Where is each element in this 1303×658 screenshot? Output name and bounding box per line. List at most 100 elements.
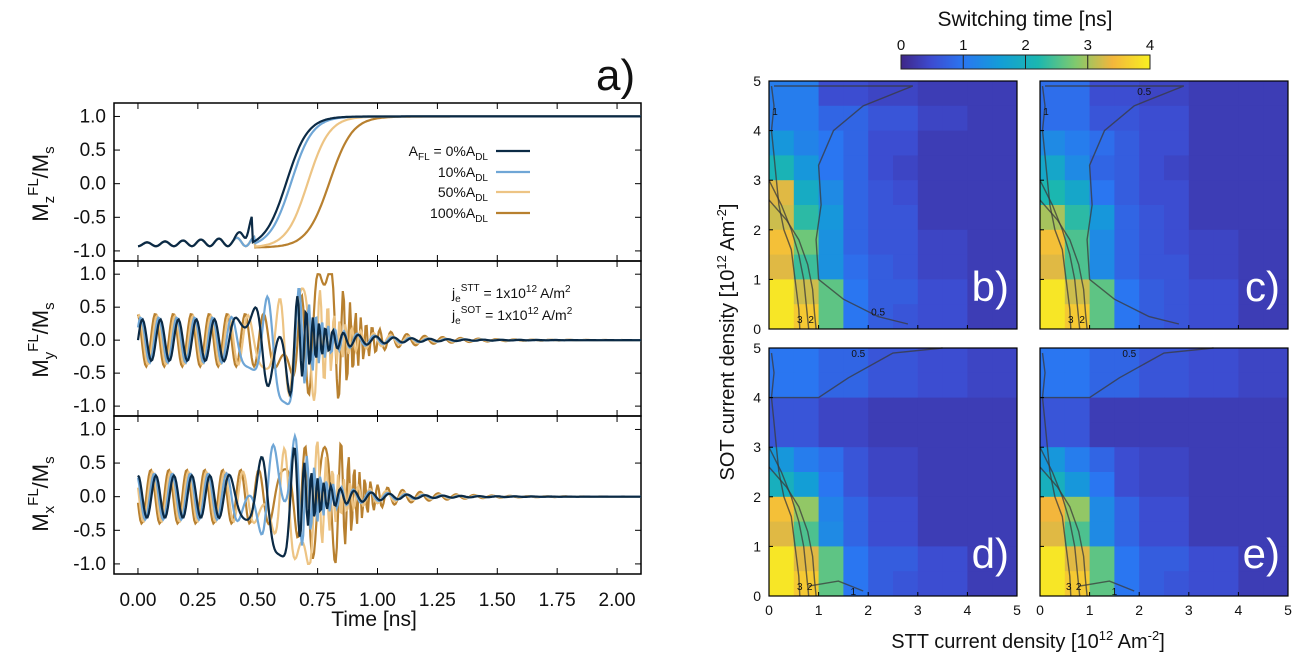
heatmap-cell (1263, 496, 1289, 523)
contour-line (768, 179, 810, 330)
contour-line (1039, 179, 1081, 330)
heatmap-cell (1139, 180, 1165, 206)
heatmap-cell (1213, 496, 1239, 523)
heatmap-cell (893, 254, 919, 280)
heatmap-cell (843, 496, 869, 523)
heatmap-cell (1238, 205, 1264, 231)
plot-frame (113, 102, 642, 262)
heatmap-ylabel: SOT current density [1012 Am-2] (714, 204, 739, 481)
heatmap-cell (793, 130, 820, 156)
heatmap-cell (1164, 304, 1190, 330)
heatmap-cell (893, 472, 919, 498)
heatmap-cell (1238, 472, 1264, 498)
heatmap-cell (1164, 372, 1190, 399)
heatmap-cell (1263, 229, 1289, 256)
heatmap-cell (1089, 304, 1115, 330)
heatmap-cell (1064, 254, 1091, 280)
heatmap-cell (917, 105, 944, 132)
heatmap-cell (992, 472, 1018, 498)
heatmap-cell (1213, 472, 1239, 498)
heatmap-cell (942, 397, 968, 423)
heatmap-cell (967, 372, 993, 399)
heatmap-cell (1114, 279, 1140, 305)
heatmap-cell (1114, 397, 1140, 423)
heatmap-cell (769, 279, 795, 305)
heatmap-cell (868, 496, 894, 523)
heatmap-cell (1188, 348, 1215, 374)
heatmap-cell (992, 571, 1018, 597)
heatmap-cell (992, 496, 1018, 523)
ytick-label: -1.0 (73, 554, 106, 575)
contour-line-0.5 (1040, 347, 1214, 399)
ytick-label: -0.5 (73, 363, 106, 384)
heatmap-cell (1164, 229, 1190, 256)
ytick-label: 0.0 (80, 174, 106, 195)
heatmap-xtick-label: 2 (1135, 602, 1143, 618)
heatmap-cell (818, 422, 844, 448)
heatmap-cell (967, 279, 993, 305)
heatmap-cell (868, 205, 894, 231)
ytick-label: -1.0 (73, 396, 106, 417)
heatmap-ytick-label: 1 (753, 271, 761, 287)
colorbar-tick-label: 0 (897, 37, 905, 54)
ytick-label: 1.0 (80, 106, 106, 127)
heatmap-cell (1238, 571, 1264, 597)
heatmap-cell (967, 205, 993, 231)
heatmap-cell (868, 279, 894, 305)
heatmap-cell (992, 279, 1018, 305)
heatmap-cell (1188, 521, 1215, 547)
heatmap-cell (1188, 254, 1215, 280)
heatmap-cell (893, 447, 919, 473)
heatmap-cell (967, 521, 993, 547)
contour-line-0.5 (774, 85, 914, 325)
heatmap-cell (992, 229, 1018, 256)
xtick-label: 0.25 (179, 590, 216, 611)
heatmap-cell (818, 105, 844, 132)
heatmap-cell (893, 81, 919, 107)
ytick-label: 0.0 (80, 487, 106, 508)
heatmap-cell (1263, 155, 1289, 181)
heatmap-cell (1114, 422, 1140, 448)
heatmap-cell (1238, 304, 1264, 330)
heatmap-cell (942, 447, 968, 473)
heatmap-cell (1188, 279, 1215, 305)
heatmap-cell (917, 205, 944, 231)
heatmap-cell (1114, 180, 1140, 206)
heatmap-cell (1139, 397, 1165, 423)
heatmap-cell (1114, 130, 1140, 156)
heatmap-cell (1164, 155, 1190, 181)
heatmap-cell (868, 130, 894, 156)
heatmap-cell (917, 397, 944, 423)
heatmap-xtick-label: 1 (815, 602, 823, 618)
heatmap-cell (967, 348, 993, 374)
colorbar-tick-label: 4 (1146, 37, 1154, 54)
colorbar-ticks: 0 1 2 3 4 (897, 37, 1154, 69)
heatmap-cell (1040, 422, 1066, 448)
heatmap-cell (1188, 397, 1215, 423)
heatmap-cell (1213, 304, 1239, 330)
colorbar-title: Switching time [ns] (937, 8, 1112, 31)
heatmap-cell (868, 422, 894, 448)
heatmap-cell (1114, 229, 1140, 256)
heatmap-cell (1238, 397, 1264, 423)
heatmap-cell (1064, 422, 1091, 448)
heatmap-cell (769, 229, 795, 256)
my-ylabel: MyFL/Ms (25, 302, 58, 377)
heatmap-cell (992, 205, 1018, 231)
heatmap-cell (1238, 372, 1264, 399)
heatmap-cell (818, 180, 844, 206)
heatmap-cell (1064, 372, 1091, 399)
heatmap-cell (843, 521, 869, 547)
heatmap-cell (1188, 496, 1215, 523)
heatmap-cell (818, 348, 844, 374)
svg-text:10%ADL: 10%ADL (438, 164, 489, 184)
heatmap-cell (942, 180, 968, 206)
heatmap-frame (1039, 80, 1289, 330)
heatmap-cell (917, 546, 944, 572)
heatmap-cell (1089, 105, 1115, 132)
heatmap-cell (818, 229, 844, 256)
legend-item-3: 100%ADL (430, 205, 530, 225)
heatmap-cell (1213, 205, 1239, 231)
